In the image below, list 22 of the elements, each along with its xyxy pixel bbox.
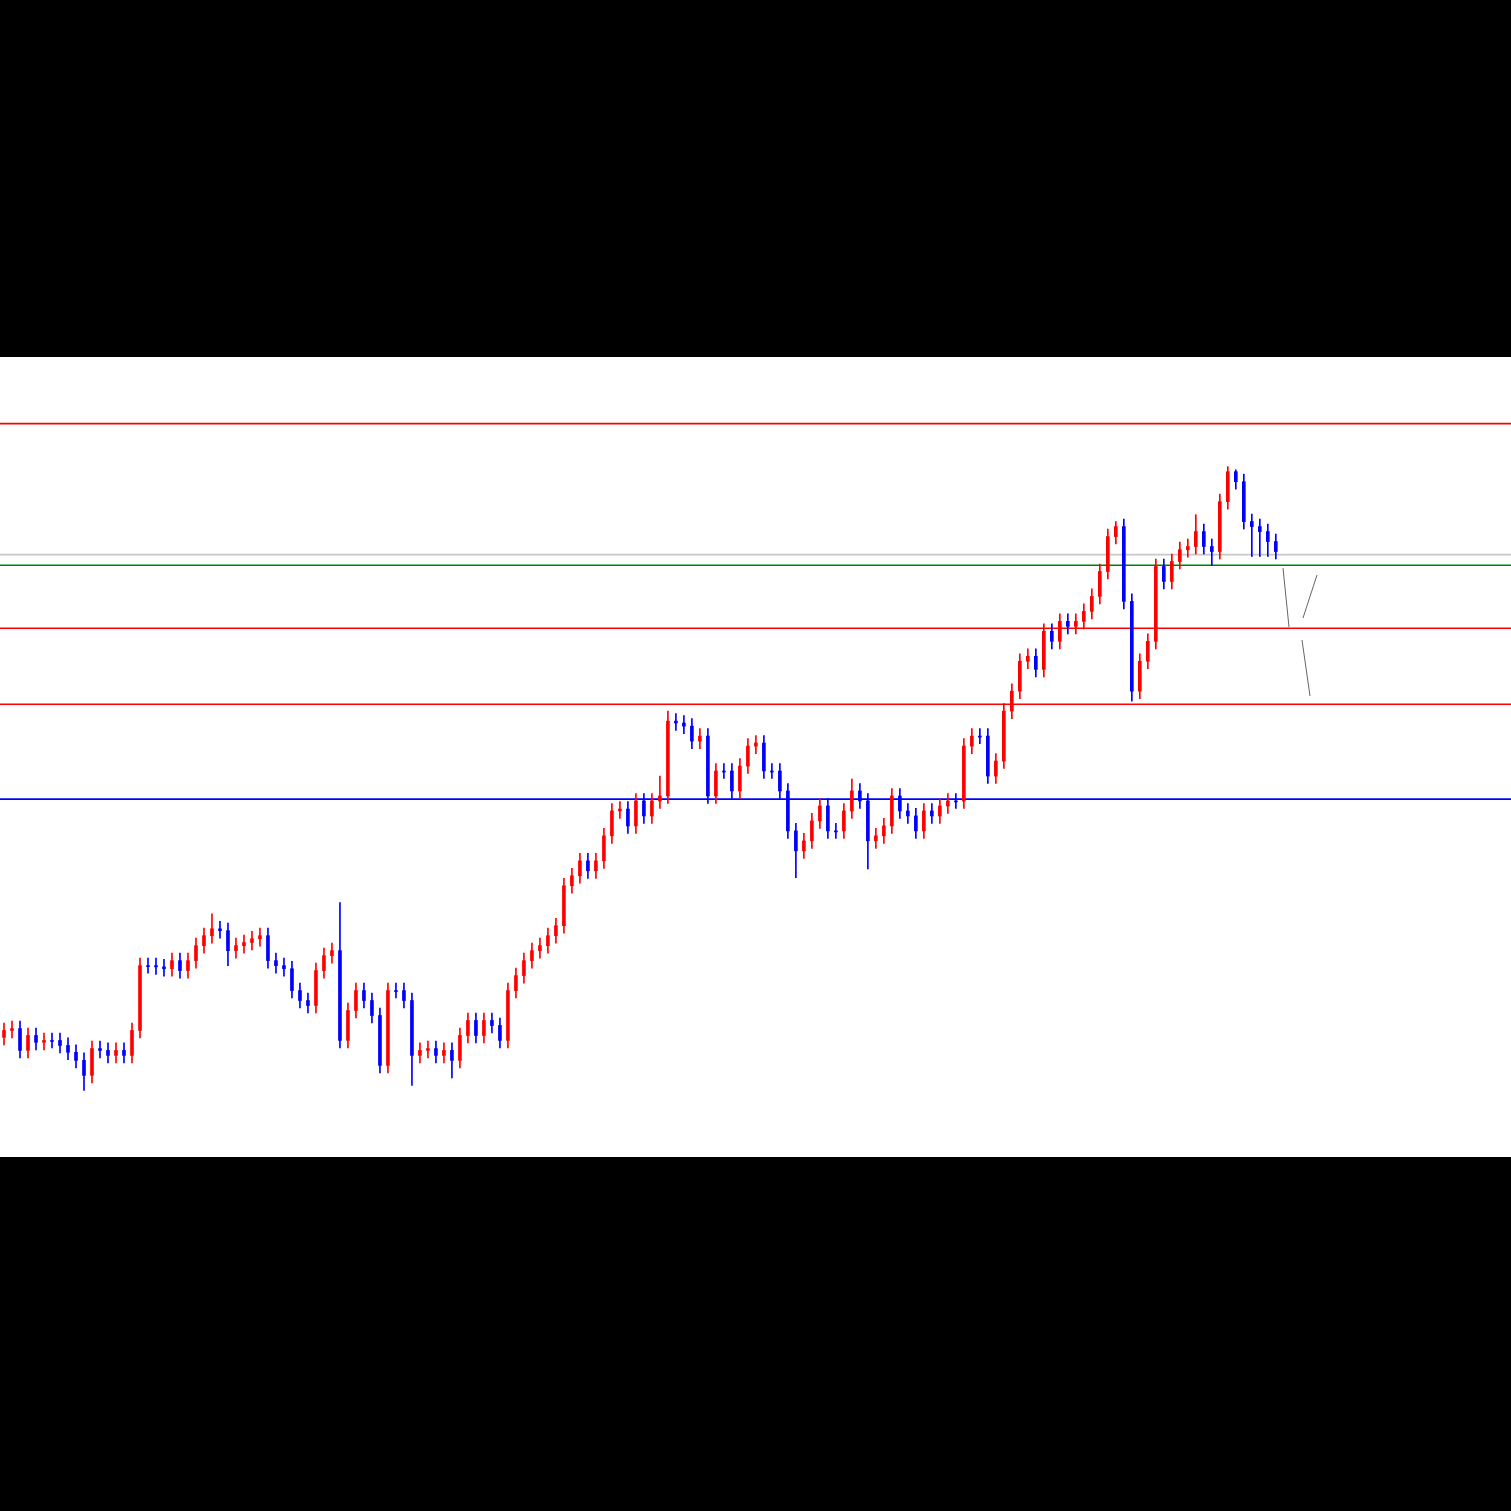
candlestick <box>1257 518 1262 557</box>
candlestick <box>282 957 286 977</box>
candlestick <box>1210 538 1214 566</box>
candlestick <box>50 1032 54 1049</box>
candlestick <box>930 803 934 824</box>
candlestick <box>906 803 910 824</box>
candlestick <box>946 793 950 814</box>
candlestick <box>154 957 158 975</box>
candlestick <box>98 1040 102 1059</box>
candlestick <box>42 1032 46 1051</box>
candlestick <box>218 921 222 939</box>
candlestick <box>242 934 246 954</box>
candlestick <box>258 927 262 947</box>
candlestick <box>146 957 150 974</box>
candlestick <box>698 728 702 749</box>
candlestick <box>394 982 398 999</box>
candlestick <box>1186 538 1190 558</box>
candlestick <box>10 1020 14 1039</box>
candlestick <box>874 828 878 849</box>
candlestick <box>658 775 662 809</box>
candlestick <box>426 1040 430 1059</box>
candlestick <box>1249 513 1254 557</box>
